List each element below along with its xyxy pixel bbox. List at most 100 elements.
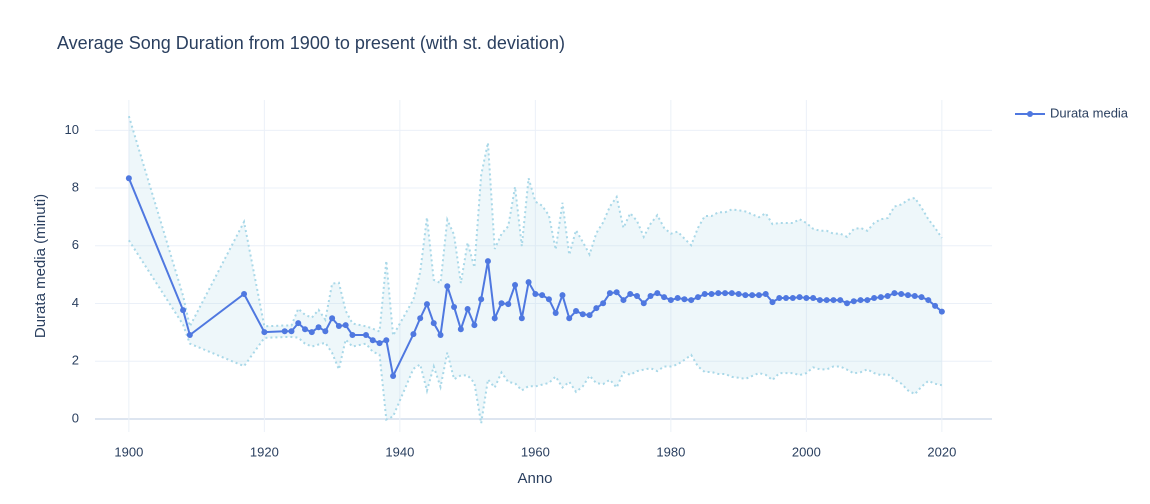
point	[932, 302, 939, 309]
point	[369, 337, 376, 344]
point	[667, 297, 674, 304]
point	[938, 308, 945, 315]
point	[688, 297, 695, 304]
point	[789, 295, 796, 302]
point	[186, 331, 193, 338]
point	[539, 292, 546, 299]
point	[654, 290, 661, 297]
point	[315, 324, 322, 331]
point	[722, 290, 729, 297]
point	[559, 292, 566, 299]
point	[783, 295, 790, 302]
y-tick-label: 10	[65, 122, 79, 137]
point	[505, 301, 512, 308]
x-tick-label: 1960	[521, 444, 550, 459]
point	[830, 297, 837, 304]
x-tick-label: 1980	[656, 444, 685, 459]
point	[857, 297, 864, 304]
x-tick-label: 2020	[927, 444, 956, 459]
point	[362, 331, 369, 338]
point	[566, 315, 573, 322]
point	[573, 308, 580, 315]
y-tick-label: 6	[72, 237, 79, 252]
point	[444, 283, 451, 290]
point	[383, 337, 390, 344]
x-axis-title: Anno	[517, 470, 552, 487]
point	[525, 279, 532, 286]
series-line	[127, 177, 943, 380]
point	[471, 322, 478, 329]
point	[701, 291, 708, 298]
point	[755, 292, 762, 299]
point	[288, 328, 295, 335]
point	[837, 297, 844, 304]
point	[844, 300, 851, 307]
point	[512, 282, 519, 289]
point	[728, 290, 735, 297]
point	[925, 297, 932, 304]
y-tick-label: 2	[72, 353, 79, 368]
x-tick-label: 2000	[792, 444, 821, 459]
point	[884, 293, 891, 300]
point	[302, 326, 309, 333]
x-tick-label: 1940	[385, 444, 414, 459]
point	[308, 329, 315, 336]
point	[742, 292, 749, 299]
point	[850, 298, 857, 305]
point	[329, 315, 336, 322]
point	[694, 294, 701, 301]
point	[803, 295, 810, 302]
y-axis-title: Durata media (minuti)	[32, 194, 49, 338]
point	[661, 294, 668, 301]
point	[749, 292, 756, 299]
point	[796, 294, 803, 301]
chart-title: Average Song Duration from 1900 to prese…	[57, 33, 565, 53]
point	[335, 323, 342, 330]
x-tick-label: 1920	[250, 444, 279, 459]
point	[708, 291, 715, 298]
point	[647, 293, 654, 300]
point	[241, 291, 248, 298]
point	[606, 290, 613, 297]
x-tick-label: 1900	[114, 444, 143, 459]
point	[390, 372, 397, 379]
point	[776, 295, 783, 302]
point	[620, 297, 627, 304]
point	[423, 301, 430, 308]
y-tick-label: 4	[72, 295, 79, 310]
point	[593, 305, 600, 312]
point	[769, 299, 776, 306]
point	[633, 293, 640, 300]
point	[342, 322, 349, 329]
point	[484, 258, 491, 265]
point	[762, 291, 769, 298]
point	[464, 306, 471, 313]
point	[437, 331, 444, 338]
point	[552, 310, 559, 317]
point	[125, 175, 132, 182]
legend-label: Durata media	[1050, 105, 1129, 120]
point	[261, 329, 268, 336]
point	[715, 290, 722, 297]
point	[918, 294, 925, 301]
point	[735, 291, 742, 298]
point	[810, 295, 817, 302]
point	[600, 300, 607, 307]
point	[911, 293, 918, 300]
point	[823, 297, 830, 304]
point	[579, 311, 586, 318]
point	[451, 303, 458, 310]
point	[613, 289, 620, 296]
y-tick-label: 8	[72, 179, 79, 194]
point	[180, 307, 187, 314]
y-tick-label: 0	[72, 410, 79, 425]
point	[349, 331, 356, 338]
legend-marker	[1027, 111, 1033, 117]
point	[871, 295, 878, 302]
point	[532, 291, 539, 298]
point	[586, 312, 593, 319]
std-upper-line	[127, 115, 943, 339]
point	[891, 290, 898, 297]
point	[410, 331, 417, 338]
